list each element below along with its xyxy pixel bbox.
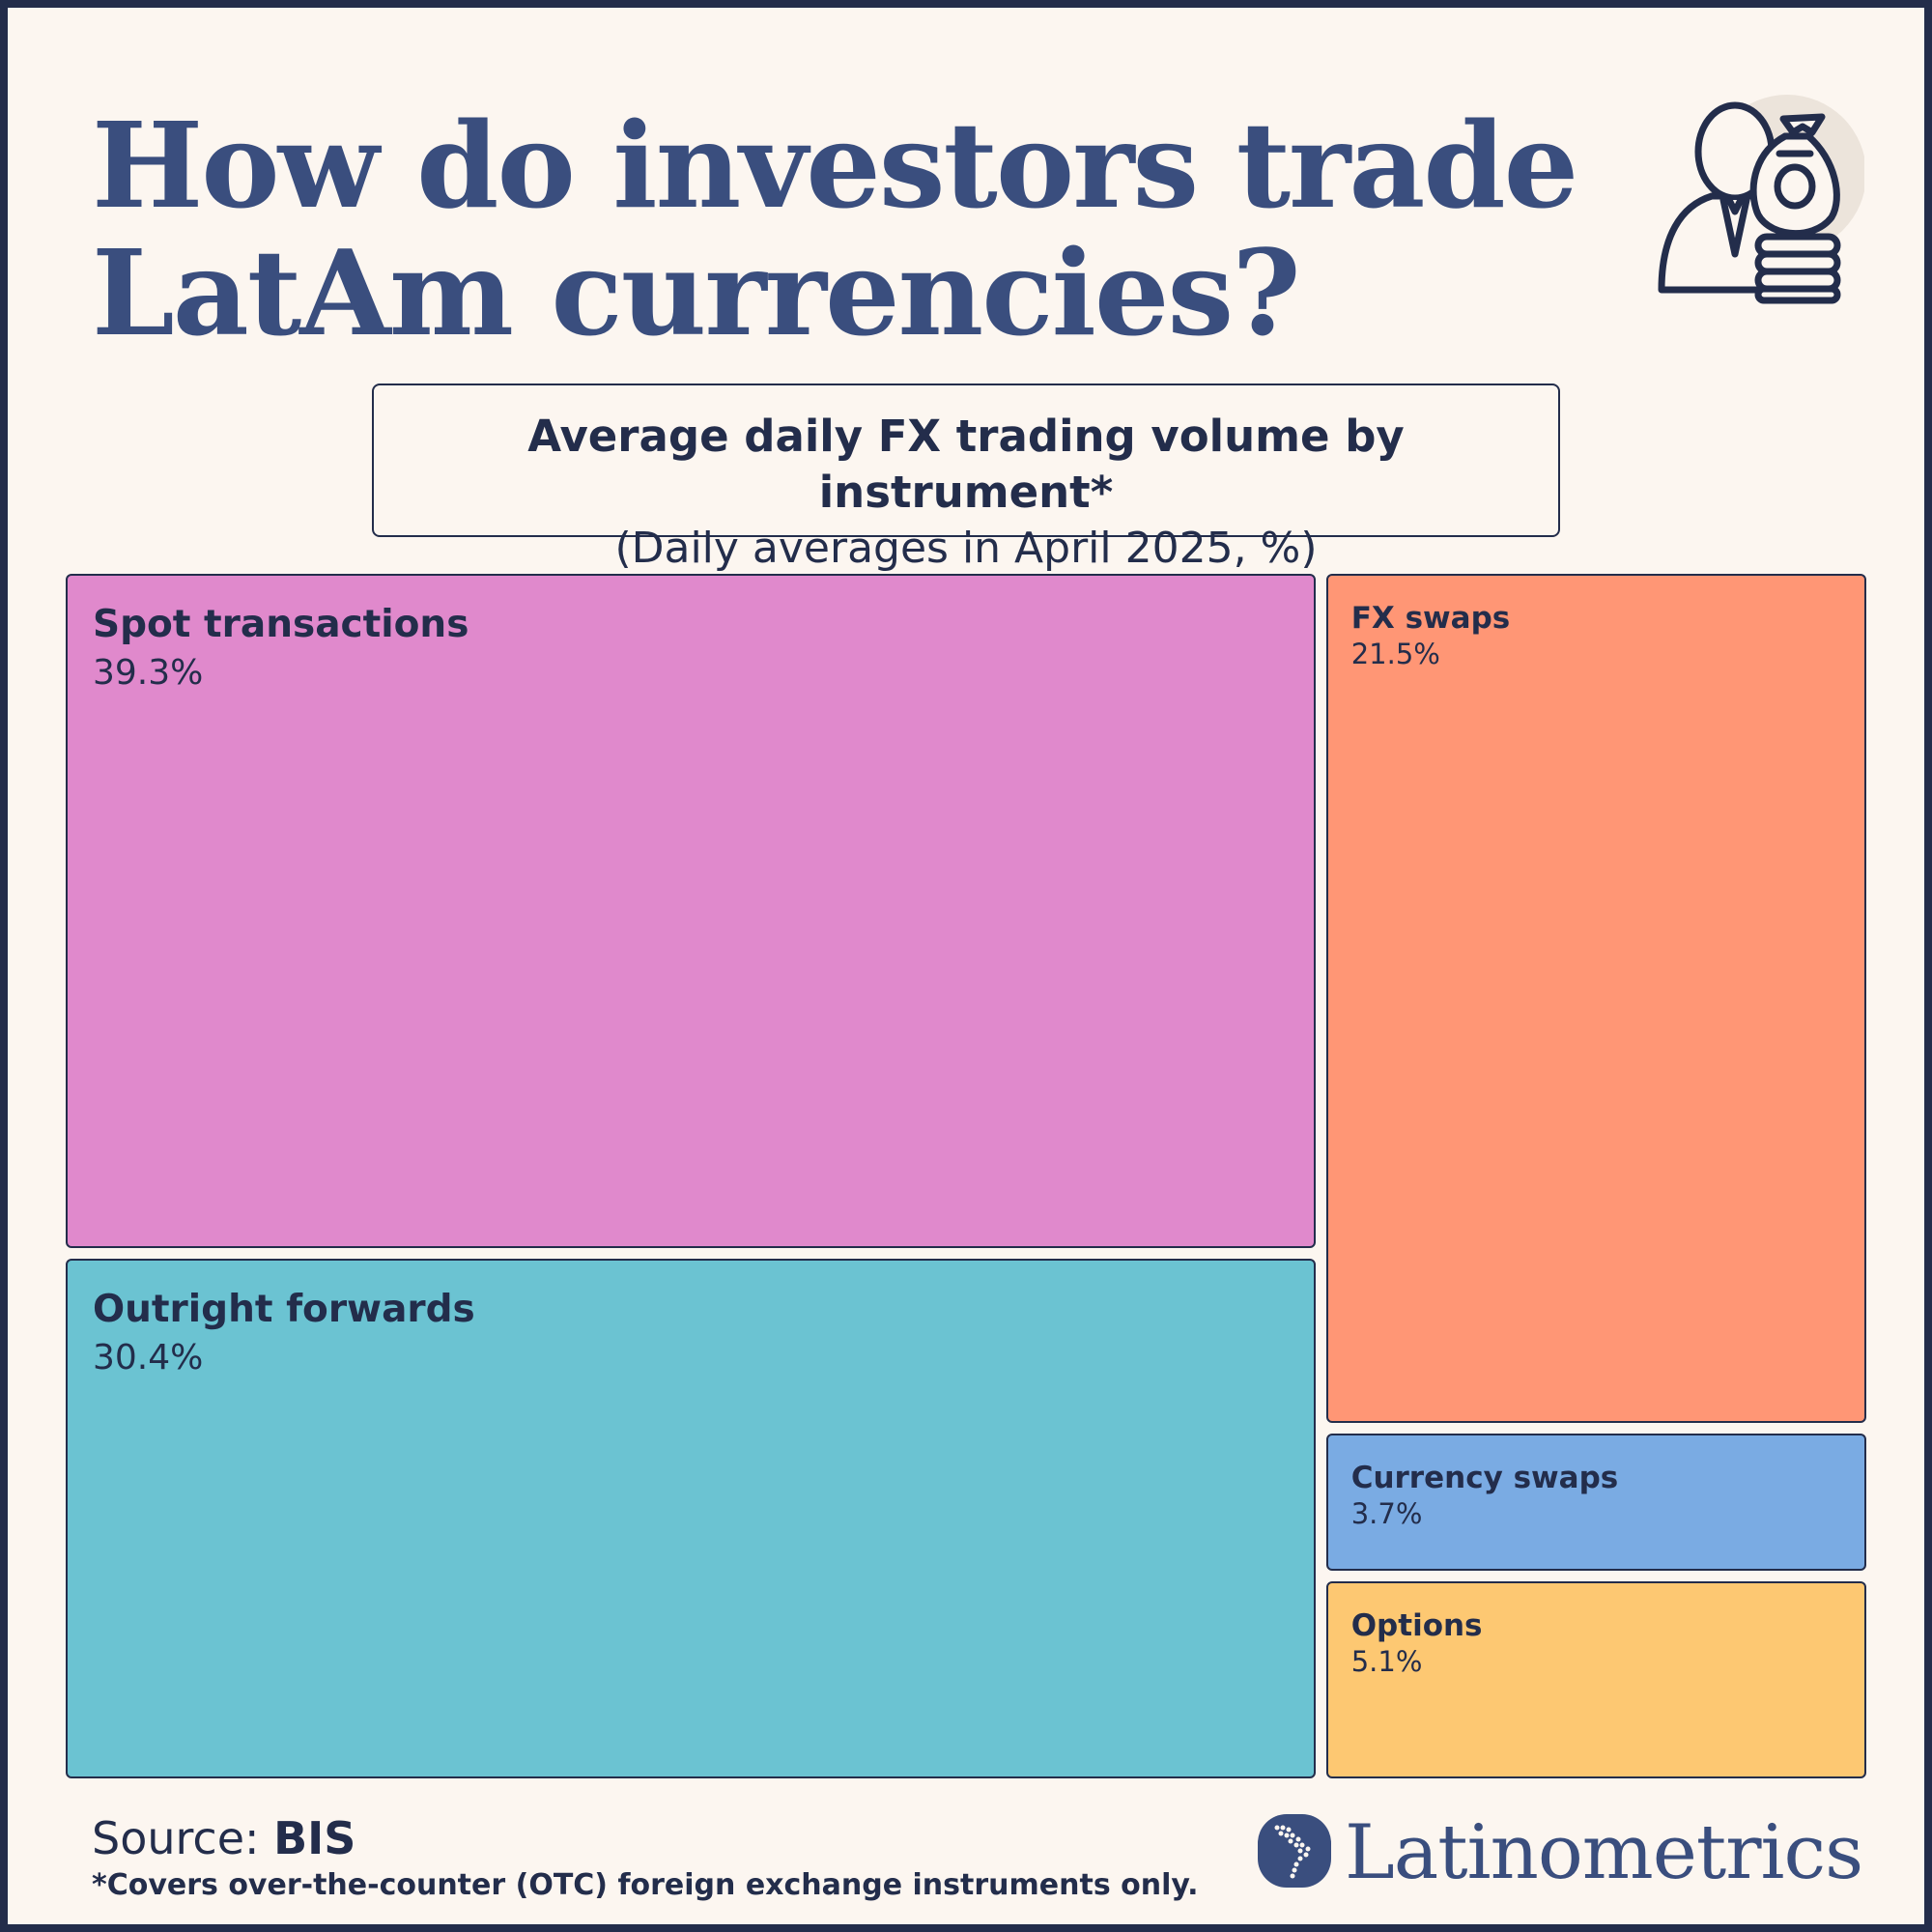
treemap-cell-currency-swaps: Currency swaps 3.7% [1325, 1434, 1866, 1571]
treemap-value-options: 5.1% [1350, 1644, 1423, 1678]
treemap-cell-spot-transactions: Spot transactions 39.3% [66, 574, 1316, 1248]
investor-money-bag-icon [1658, 95, 1864, 304]
title-line-1: How do investors trade [92, 96, 1578, 235]
title-line-2: LatAm currencies? [92, 223, 1301, 362]
page-title: How do investors trade LatAm currencies? [92, 101, 1589, 356]
treemap-label-options: Options [1350, 1607, 1483, 1643]
latam-map-logo-icon [1258, 1814, 1331, 1888]
treemap-cell-fx-swaps: FX swaps 21.5% [1325, 574, 1866, 1424]
treemap-label-currency-swaps: Currency swaps [1350, 1461, 1619, 1496]
treemap-label-outright-forwards: Outright forwards [93, 1287, 475, 1331]
footnote: *Covers over-the-counter (OTC) foreign e… [92, 1868, 1199, 1902]
treemap-value-spot-transactions: 39.3% [93, 653, 204, 693]
treemap-value-outright-forwards: 30.4% [93, 1337, 204, 1378]
source-name: BIS [273, 1812, 356, 1864]
treemap-value-currency-swaps: 3.7% [1350, 1497, 1423, 1531]
treemap-label-spot-transactions: Spot transactions [93, 603, 469, 646]
source-label: Source: [92, 1812, 260, 1864]
treemap-cell-outright-forwards: Outright forwards 30.4% [66, 1258, 1316, 1778]
brand-name: Latinometrics [1345, 1809, 1863, 1896]
treemap-label-fx-swaps: FX swaps [1350, 601, 1511, 636]
chart-subtitle-box: Average daily FX trading volume by instr… [372, 384, 1560, 573]
treemap-value-fx-swaps: 21.5% [1350, 638, 1440, 670]
chart-subtitle: Average daily FX trading volume by instr… [527, 411, 1405, 518]
treemap-cell-options: Options 5.1% [1325, 1580, 1866, 1778]
brand: Latinometrics [1256, 1806, 1874, 1903]
source-line: Source: BIS [92, 1811, 355, 1865]
chart-subtitle-note: (Daily averages in April 2025, %) [614, 524, 1318, 573]
